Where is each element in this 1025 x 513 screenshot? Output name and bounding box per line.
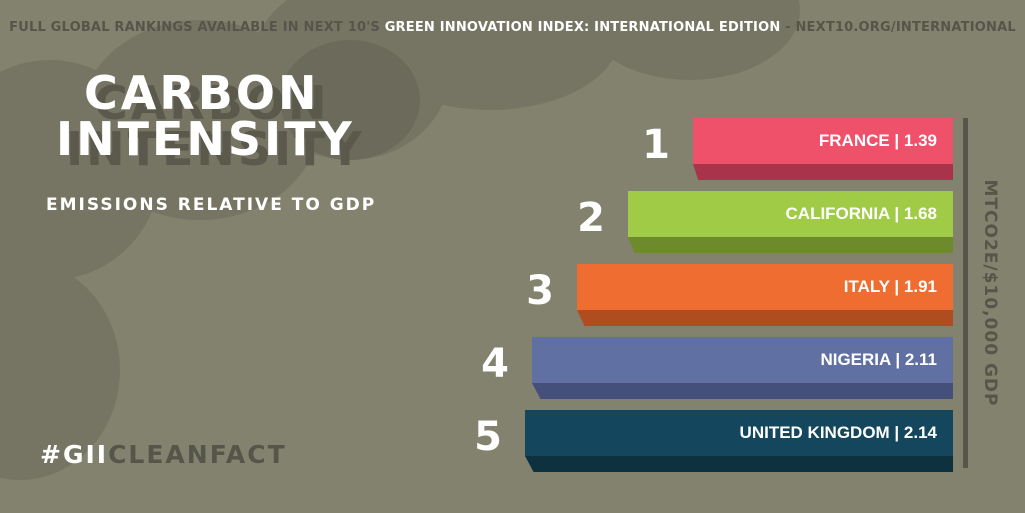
hashtag-suffix: CLEANFACT [108, 440, 287, 469]
bar-shadow-side [693, 164, 953, 180]
rank-number: 4 [481, 341, 509, 387]
bar-face: UNITED KINGDOM | 2.14 [525, 410, 953, 456]
bar-face: NIGERIA | 2.11 [532, 337, 953, 383]
header-banner: FULL GLOBAL RANKINGS AVAILABLE IN NEXT 1… [0, 20, 1025, 35]
rank-number: 3 [526, 268, 554, 314]
title-line-2: INTENSITY [56, 112, 355, 166]
header-prefix: FULL GLOBAL RANKINGS AVAILABLE IN NEXT 1… [9, 20, 385, 35]
bar-face: FRANCE | 1.39 [693, 118, 953, 164]
bar-label: ITALY | 1.91 [843, 277, 937, 296]
bar-shadow-side [525, 456, 953, 472]
axis-line [963, 118, 968, 468]
bar-shadow-side [628, 237, 953, 253]
rank-number: 1 [642, 122, 670, 168]
bar-france: FRANCE | 1.39 [693, 118, 953, 180]
bar-shadow-side [532, 383, 953, 399]
bar-nigeria: NIGERIA | 2.11 [532, 337, 953, 399]
bar-label: UNITED KINGDOM | 2.14 [739, 423, 937, 442]
bar-united-kingdom: UNITED KINGDOM | 2.14 [525, 410, 953, 472]
hashtag-prefix: # [40, 440, 63, 469]
bar-label: CALIFORNIA | 1.68 [785, 204, 937, 223]
bar-label: FRANCE | 1.39 [818, 131, 937, 150]
subtitle: EMISSIONS RELATIVE TO GDP [46, 195, 377, 215]
bar-face: ITALY | 1.91 [577, 264, 953, 310]
title-block: CARBON INTENSITY [48, 70, 368, 162]
smoke-cloud-decoration [280, 40, 420, 160]
rank-number: 2 [577, 195, 605, 241]
bar-face: CALIFORNIA | 1.68 [628, 191, 953, 237]
bar-label: NIGERIA | 2.11 [820, 350, 937, 369]
header-suffix: - NEXT10.ORG/INTERNATIONAL [780, 20, 1016, 35]
bar-shadow-side [577, 310, 953, 326]
bar-italy: ITALY | 1.91 [577, 264, 953, 326]
rank-number: 5 [474, 414, 502, 460]
hashtag: #GIICLEANFACT [40, 440, 287, 469]
hashtag-highlight: GII [62, 440, 109, 469]
bar-california: CALIFORNIA | 1.68 [628, 191, 953, 253]
header-highlight: GREEN INNOVATION INDEX: INTERNATIONAL ED… [384, 20, 781, 35]
title-line-1: CARBON [84, 66, 320, 120]
unit-label: MTCO2E/$10,000 GDP [980, 179, 1000, 407]
